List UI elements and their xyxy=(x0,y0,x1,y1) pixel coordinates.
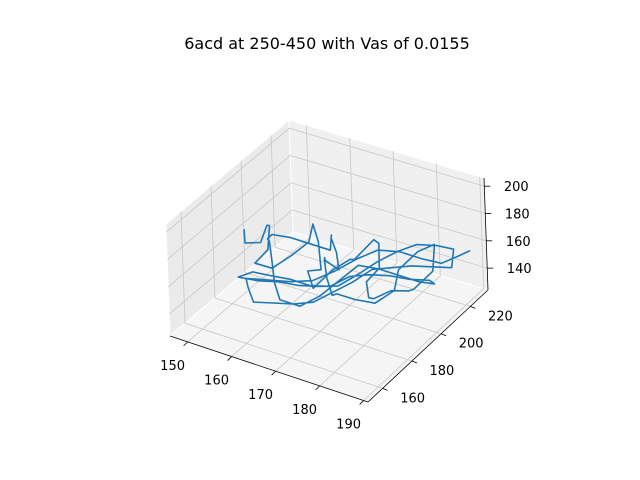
x-tick-mark xyxy=(271,370,276,376)
x-tick-mark xyxy=(183,341,188,347)
grid-lines xyxy=(166,125,488,401)
grid-line-y xyxy=(270,135,471,307)
z-tick-label: 180 xyxy=(505,208,530,223)
y-tick-mark xyxy=(382,387,388,391)
grid-line-z xyxy=(167,155,486,260)
axis-lines xyxy=(169,177,489,403)
grid-line-x xyxy=(363,176,485,401)
y-axis-line xyxy=(367,289,489,403)
grid-line-x xyxy=(231,137,355,357)
grid-line-x xyxy=(275,150,398,372)
z-axis-line xyxy=(483,177,489,291)
grid-line-y xyxy=(210,185,413,362)
plot-area xyxy=(237,223,471,308)
z-tick-label: 140 xyxy=(507,262,532,277)
grid-line-z xyxy=(167,182,487,288)
tick-group: 150 160 170 180 190 160 180 200 220 140 160 180 200 xyxy=(160,180,531,432)
grid-line-y xyxy=(240,160,442,335)
x-tick-label: 180 xyxy=(292,403,317,418)
x-tick-mark xyxy=(315,385,320,391)
grid-line-z xyxy=(168,209,488,315)
x-tick-mark xyxy=(359,400,364,405)
x-tick-label: 170 xyxy=(248,388,273,403)
y-tick-label: 220 xyxy=(488,309,513,324)
y-tick-label: 180 xyxy=(429,364,454,379)
y-tick-mark xyxy=(441,333,447,337)
x-tick-label: 160 xyxy=(204,374,229,389)
x-axis-line xyxy=(169,335,369,403)
series-line-trajectory xyxy=(237,223,471,308)
grid-line-z xyxy=(166,127,485,233)
grid-line-x xyxy=(319,163,441,387)
y-tick-label: 160 xyxy=(400,391,425,406)
y-tick-mark xyxy=(411,360,418,364)
y-tick-label: 200 xyxy=(459,337,484,352)
x-tick-label: 150 xyxy=(160,359,185,374)
grid-line-y xyxy=(180,211,383,389)
x-tick-mark xyxy=(227,356,232,361)
x-tick-label: 190 xyxy=(336,418,361,433)
chart-title: 6acd at 250-450 with Vas of 0.0155 xyxy=(184,34,470,53)
y-tick-mark xyxy=(470,306,476,309)
z-tick-label: 160 xyxy=(506,235,531,250)
z-tick-label: 200 xyxy=(504,180,529,195)
